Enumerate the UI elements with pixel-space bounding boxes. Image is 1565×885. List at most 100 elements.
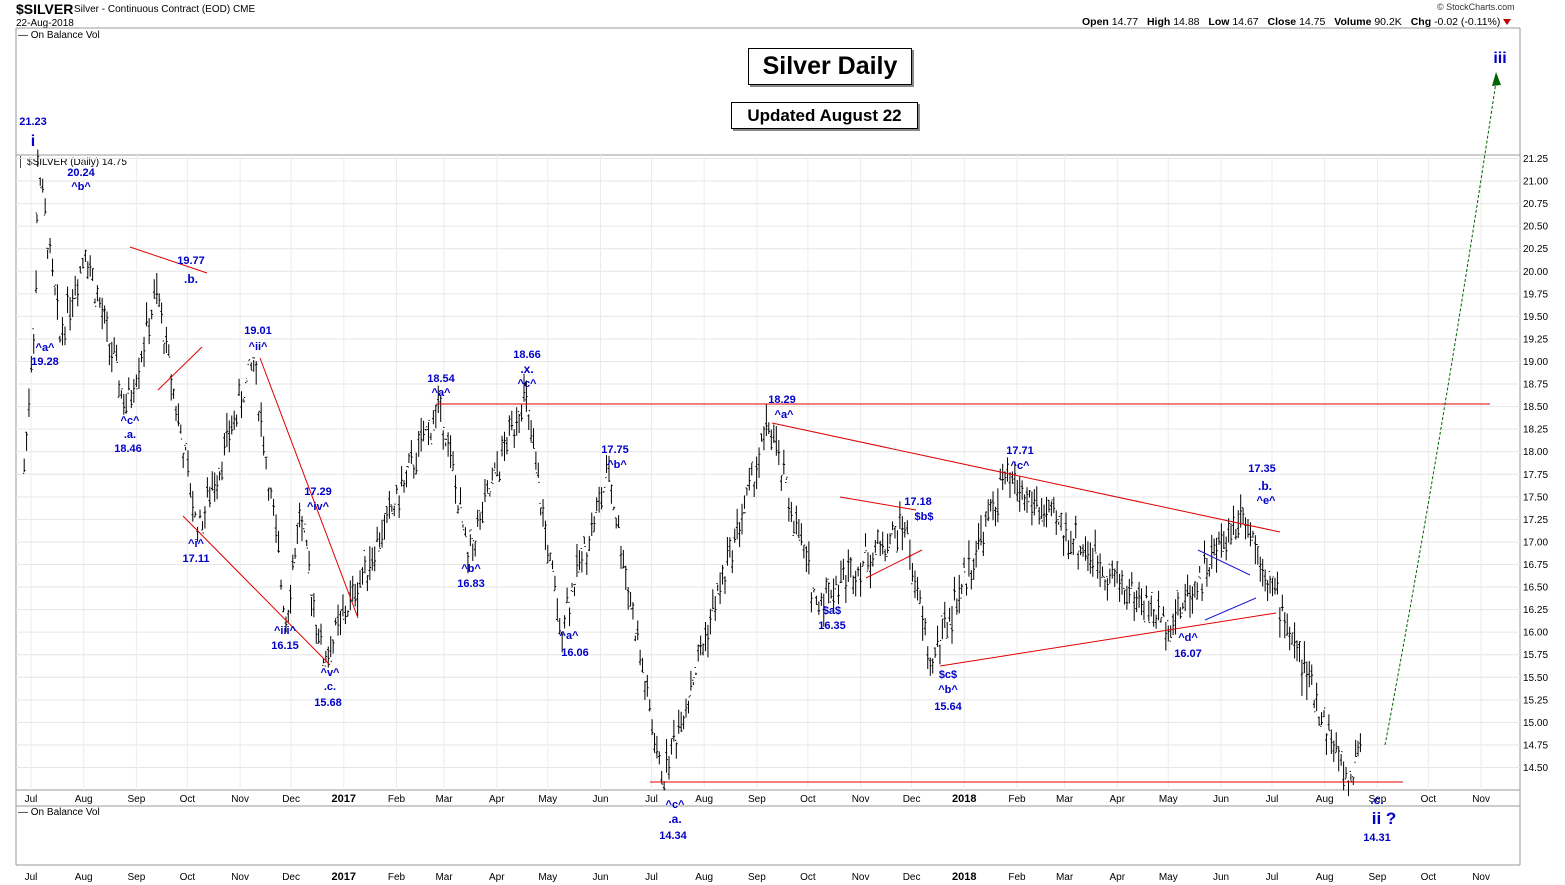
ohlc-bar xyxy=(1303,641,1306,674)
ohlc-bar xyxy=(943,601,947,629)
ohlc-bar xyxy=(699,635,702,656)
wedge-lower-line xyxy=(157,346,203,391)
ohlc-bar xyxy=(565,587,569,604)
ohlc-bar xyxy=(605,455,608,479)
wave-label: .a. xyxy=(124,429,136,441)
ohlc-bar xyxy=(312,593,316,618)
ohlc-bar xyxy=(56,284,59,320)
wave-label: $c$ xyxy=(939,669,957,681)
ohlc-bar xyxy=(921,605,924,641)
y-tick-label: 14.75 xyxy=(1523,740,1548,751)
ohlc-bar xyxy=(201,521,204,534)
y-tick-label: 19.75 xyxy=(1523,289,1548,300)
ohlc-bar xyxy=(160,302,163,324)
ohlc-bar xyxy=(1098,553,1102,588)
y-tick-label: 16.50 xyxy=(1523,583,1548,594)
ohlc-bar xyxy=(1271,576,1274,597)
x-tick-label: Dec xyxy=(903,794,921,805)
ohlc-bar xyxy=(1045,496,1048,528)
wave-label: ^d^ xyxy=(1178,632,1198,644)
wave-label: 17.35 xyxy=(1248,463,1276,475)
ohlc-bar xyxy=(563,615,566,629)
ohlc-bar xyxy=(363,549,367,574)
ohlc-bar xyxy=(361,567,364,585)
ohlc-bar xyxy=(71,289,74,318)
ohlc-bar xyxy=(1322,707,1326,718)
chg-value: -0.02 (-0.11%) xyxy=(1434,16,1501,28)
x-tick-label: Sep xyxy=(1369,872,1387,883)
x-tick-label: Feb xyxy=(388,872,406,883)
x-tick-label: Jul xyxy=(25,794,38,805)
ohlc-bar xyxy=(551,560,554,572)
ohlc-bar xyxy=(1052,496,1056,514)
ohlc-bar xyxy=(977,523,980,550)
ohlc-bar xyxy=(237,378,241,396)
ohlc-bar xyxy=(1258,556,1262,582)
wave-label: ^c^ xyxy=(1011,460,1031,472)
wave-label: ^c^ xyxy=(666,799,686,811)
x-tick-label: Aug xyxy=(75,872,93,883)
ohlc-bar xyxy=(449,435,452,469)
ohlc-bar xyxy=(626,586,630,610)
x-tick-label: Aug xyxy=(695,794,713,805)
ohlc-bar xyxy=(405,465,408,488)
y-tick-label: 17.00 xyxy=(1523,537,1548,548)
ohlc-bar xyxy=(459,487,462,509)
ohlc-bar xyxy=(1188,585,1192,618)
ohlc-bar xyxy=(274,514,278,543)
x-tick-label: Aug xyxy=(695,872,713,883)
ohlc-bar xyxy=(120,388,123,399)
ohlc-bar xyxy=(1001,463,1004,491)
ohlc-bar xyxy=(100,297,104,330)
ohlc-bar xyxy=(1205,557,1209,587)
y-tick-label: 18.75 xyxy=(1523,380,1548,391)
ohlc-bar xyxy=(162,340,166,355)
ohlc-bar xyxy=(373,546,377,572)
ohlc-bar xyxy=(98,297,102,308)
ohlc-bar xyxy=(888,533,892,548)
ohlc-bar xyxy=(198,509,202,519)
y-tick-label: 20.25 xyxy=(1523,244,1548,255)
brand-watermark[interactable]: © StockCharts.com xyxy=(1437,2,1515,12)
ohlc-bar xyxy=(1300,659,1304,696)
ohlc-bar xyxy=(53,284,57,296)
ohlc-bar xyxy=(498,471,501,482)
ohlc-bar xyxy=(1047,499,1051,513)
ohlc-bar xyxy=(1135,590,1138,613)
ohlc-bar xyxy=(1050,499,1053,517)
ohlc-bar xyxy=(390,504,394,515)
ohlc-bar xyxy=(583,536,586,548)
quote-bar: Open 14.77 High 14.88 Low 14.67 Close 14… xyxy=(1082,16,1512,28)
ohlc-bar xyxy=(155,272,159,305)
ohlc-bar xyxy=(203,506,207,529)
inner-triangle-upper-line xyxy=(1197,549,1251,576)
ohlc-bar xyxy=(1089,542,1092,574)
bottom-indicator-legend[interactable]: — On Balance Vol xyxy=(18,807,100,818)
ohlc-bar xyxy=(646,674,649,697)
ohlc-bar xyxy=(945,622,949,639)
ohlc-bar xyxy=(291,554,295,571)
ohlc-bar xyxy=(772,424,776,444)
ohlc-bar xyxy=(837,584,840,605)
ohlc-bar xyxy=(225,412,229,448)
y-tick-label: 15.00 xyxy=(1523,718,1548,729)
ohlc-bar xyxy=(1246,518,1250,538)
x-tick-label: Jun xyxy=(592,872,608,883)
ohlc-bar xyxy=(612,506,616,511)
projection-path xyxy=(1384,81,1497,746)
ohlc-bar xyxy=(41,178,45,193)
ohlc-bar xyxy=(218,467,221,481)
ohlc-bar xyxy=(300,515,304,542)
ohlc-bar xyxy=(412,464,416,479)
ohlc-bar xyxy=(847,549,850,582)
ohlc-bar xyxy=(770,429,773,451)
ohlc-bar xyxy=(1283,612,1287,639)
ohlc-bar xyxy=(461,521,465,531)
title-box: Silver Daily xyxy=(748,48,912,85)
price-legend: │ $SILVER (Daily) 14.75 xyxy=(18,157,127,168)
y-tick-label: 19.00 xyxy=(1523,357,1548,368)
ohlc-bar xyxy=(1229,523,1233,545)
ohlc-bar xyxy=(1183,583,1187,612)
top-indicator-legend[interactable]: — On Balance Vol xyxy=(18,30,100,41)
wave-label: 16.06 xyxy=(561,647,589,659)
